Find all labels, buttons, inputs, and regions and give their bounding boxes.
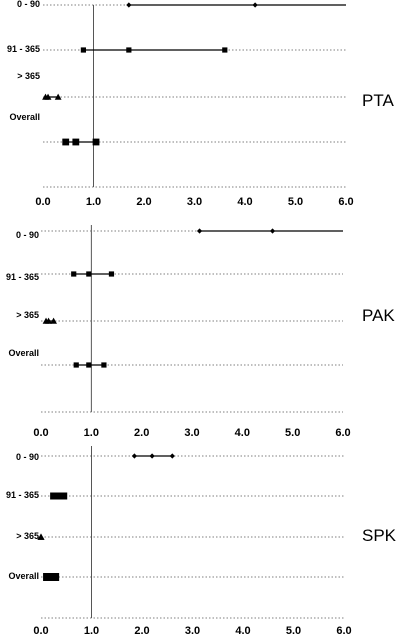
panel-title: PTA: [362, 91, 394, 110]
x-tick-label: 2.0: [134, 625, 149, 637]
interval-bound: [222, 47, 228, 53]
x-tick-label: 4.0: [235, 427, 250, 439]
x-tick-label: 2.0: [136, 196, 151, 208]
point-estimate: [126, 47, 132, 53]
x-tick-label: 4.0: [237, 196, 252, 208]
interval-bound: [196, 228, 203, 234]
panel-title: PAK: [362, 306, 395, 325]
x-tick-label: 0.0: [33, 625, 48, 637]
point-estimate: [252, 2, 258, 8]
row-label: 0 - 90: [17, 0, 40, 9]
x-tick-label: 5.0: [286, 625, 301, 637]
interval-bound: [80, 47, 86, 53]
interval-bound: [108, 271, 115, 277]
row-label: > 365: [17, 71, 40, 81]
x-tick-label: 1.0: [86, 196, 101, 208]
interval-bound: [169, 453, 175, 459]
row-label: 0 - 90: [16, 452, 39, 462]
point-estimate: [62, 138, 70, 146]
row-label: 91 - 365: [6, 272, 39, 282]
x-tick-label: 4.0: [235, 625, 250, 637]
point-estimate: [55, 492, 63, 500]
point-estimate: [86, 271, 92, 277]
point-estimate: [60, 492, 68, 500]
x-tick-label: 3.0: [187, 196, 202, 208]
row-label: > 365: [16, 310, 39, 320]
row-label: Overall: [8, 571, 39, 581]
point-estimate: [37, 533, 45, 540]
x-tick-label: 6.0: [336, 625, 351, 637]
row-label: > 365: [16, 531, 39, 541]
row-label: 0 - 90: [16, 230, 39, 240]
interval-bound: [131, 453, 138, 459]
x-tick-label: 1.0: [84, 625, 99, 637]
interval-bound: [71, 271, 77, 277]
row-label: 91 - 365: [7, 44, 40, 54]
x-tick-label: 3.0: [185, 625, 200, 637]
x-tick-label: 0.0: [35, 196, 50, 208]
point-estimate: [54, 93, 62, 100]
x-tick-label: 2.0: [134, 427, 149, 439]
interval-bound: [126, 2, 132, 8]
row-label: Overall: [9, 112, 40, 122]
interval-bound: [73, 362, 79, 368]
point-estimate: [51, 573, 60, 581]
point-estimate: [92, 138, 100, 146]
point-estimate: [50, 492, 58, 500]
x-tick-label: 5.0: [285, 427, 300, 439]
interval-bound: [101, 362, 107, 368]
point-estimate: [149, 453, 155, 459]
row-label: Overall: [8, 348, 39, 358]
point-estimate: [45, 317, 52, 324]
x-tick-label: 1.0: [84, 427, 99, 439]
point-estimate: [47, 573, 56, 581]
x-tick-label: 6.0: [335, 427, 350, 439]
point-estimate: [86, 362, 92, 368]
x-tick-label: 0.0: [33, 427, 48, 439]
point-estimate: [72, 138, 80, 146]
x-tick-label: 5.0: [288, 196, 303, 208]
x-tick-label: 3.0: [184, 427, 199, 439]
row-label: 91 - 365: [6, 490, 39, 500]
panel-title: SPK: [362, 526, 397, 545]
point-estimate: [269, 228, 276, 234]
point-estimate: [43, 573, 52, 581]
point-estimate: [44, 93, 52, 100]
x-tick-label: 6.0: [338, 196, 353, 208]
point-estimate: [50, 317, 57, 324]
